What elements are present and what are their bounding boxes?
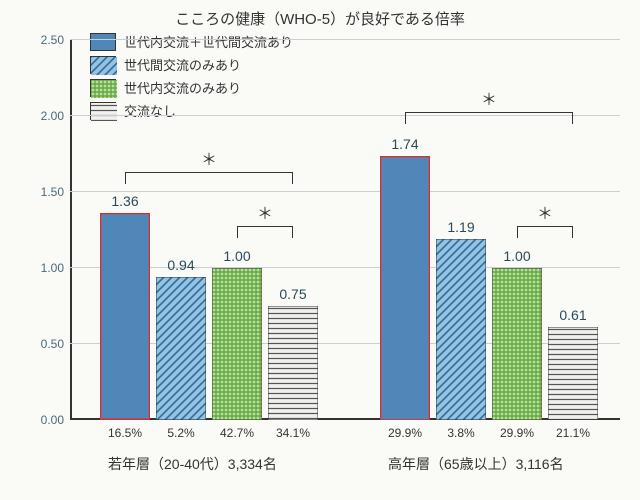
y-tick-label: 0.00 [41, 413, 64, 427]
bar-pct-label: 21.1% [556, 426, 590, 440]
chart-title: こころの健康（WHO-5）が良好である倍率 [0, 0, 640, 29]
significance-star: ＊ [481, 86, 497, 110]
bar-pct-label: 3.8% [447, 426, 474, 440]
bar [100, 213, 150, 420]
y-tick-label: 2.00 [41, 109, 64, 123]
bar [436, 239, 486, 420]
significance-star: ＊ [537, 200, 553, 224]
bar [212, 268, 262, 420]
y-tick-label: 2.50 [41, 33, 64, 47]
bar [380, 156, 430, 420]
bar-value-label: 1.00 [223, 248, 250, 264]
bar-pct-label: 42.7% [220, 426, 254, 440]
bar-pct-label: 16.5% [108, 426, 142, 440]
significance-bracket [517, 226, 573, 238]
bar [156, 277, 206, 420]
bar [548, 327, 598, 420]
bar-pct-label: 5.2% [167, 426, 194, 440]
plot-area: 0.000.501.001.502.002.501.3616.5%0.945.2… [70, 40, 620, 420]
bar-value-label: 0.94 [167, 257, 194, 273]
bar-value-label: 1.74 [391, 136, 418, 152]
y-tick-label: 1.00 [41, 261, 64, 275]
chart-container: こころの健康（WHO-5）が良好である倍率 世代内交流＋世代間交流あり 世代間交… [0, 0, 640, 500]
bar [268, 306, 318, 420]
significance-bracket [405, 112, 573, 124]
significance-star: ＊ [257, 200, 273, 224]
bar-pct-label: 29.9% [388, 426, 422, 440]
bar-pct-label: 34.1% [276, 426, 310, 440]
group-label: 高年層（65歳以上）3,116名 [388, 454, 564, 474]
bar-value-label: 1.36 [111, 193, 138, 209]
significance-bracket [237, 226, 293, 238]
gridline [70, 39, 620, 40]
y-tick-label: 1.50 [41, 185, 64, 199]
bar-value-label: 1.19 [447, 219, 474, 235]
bar [492, 268, 542, 420]
gridline [70, 191, 620, 192]
bar-pct-label: 29.9% [500, 426, 534, 440]
significance-star: ＊ [201, 146, 217, 170]
bar-value-label: 0.75 [279, 286, 306, 302]
significance-bracket [125, 172, 293, 184]
group-label: 若年層（20-40代）3,334名 [108, 454, 277, 474]
bar-value-label: 1.00 [503, 248, 530, 264]
bar-value-label: 0.61 [559, 307, 586, 323]
y-axis [70, 40, 72, 420]
y-tick-label: 0.50 [41, 337, 64, 351]
